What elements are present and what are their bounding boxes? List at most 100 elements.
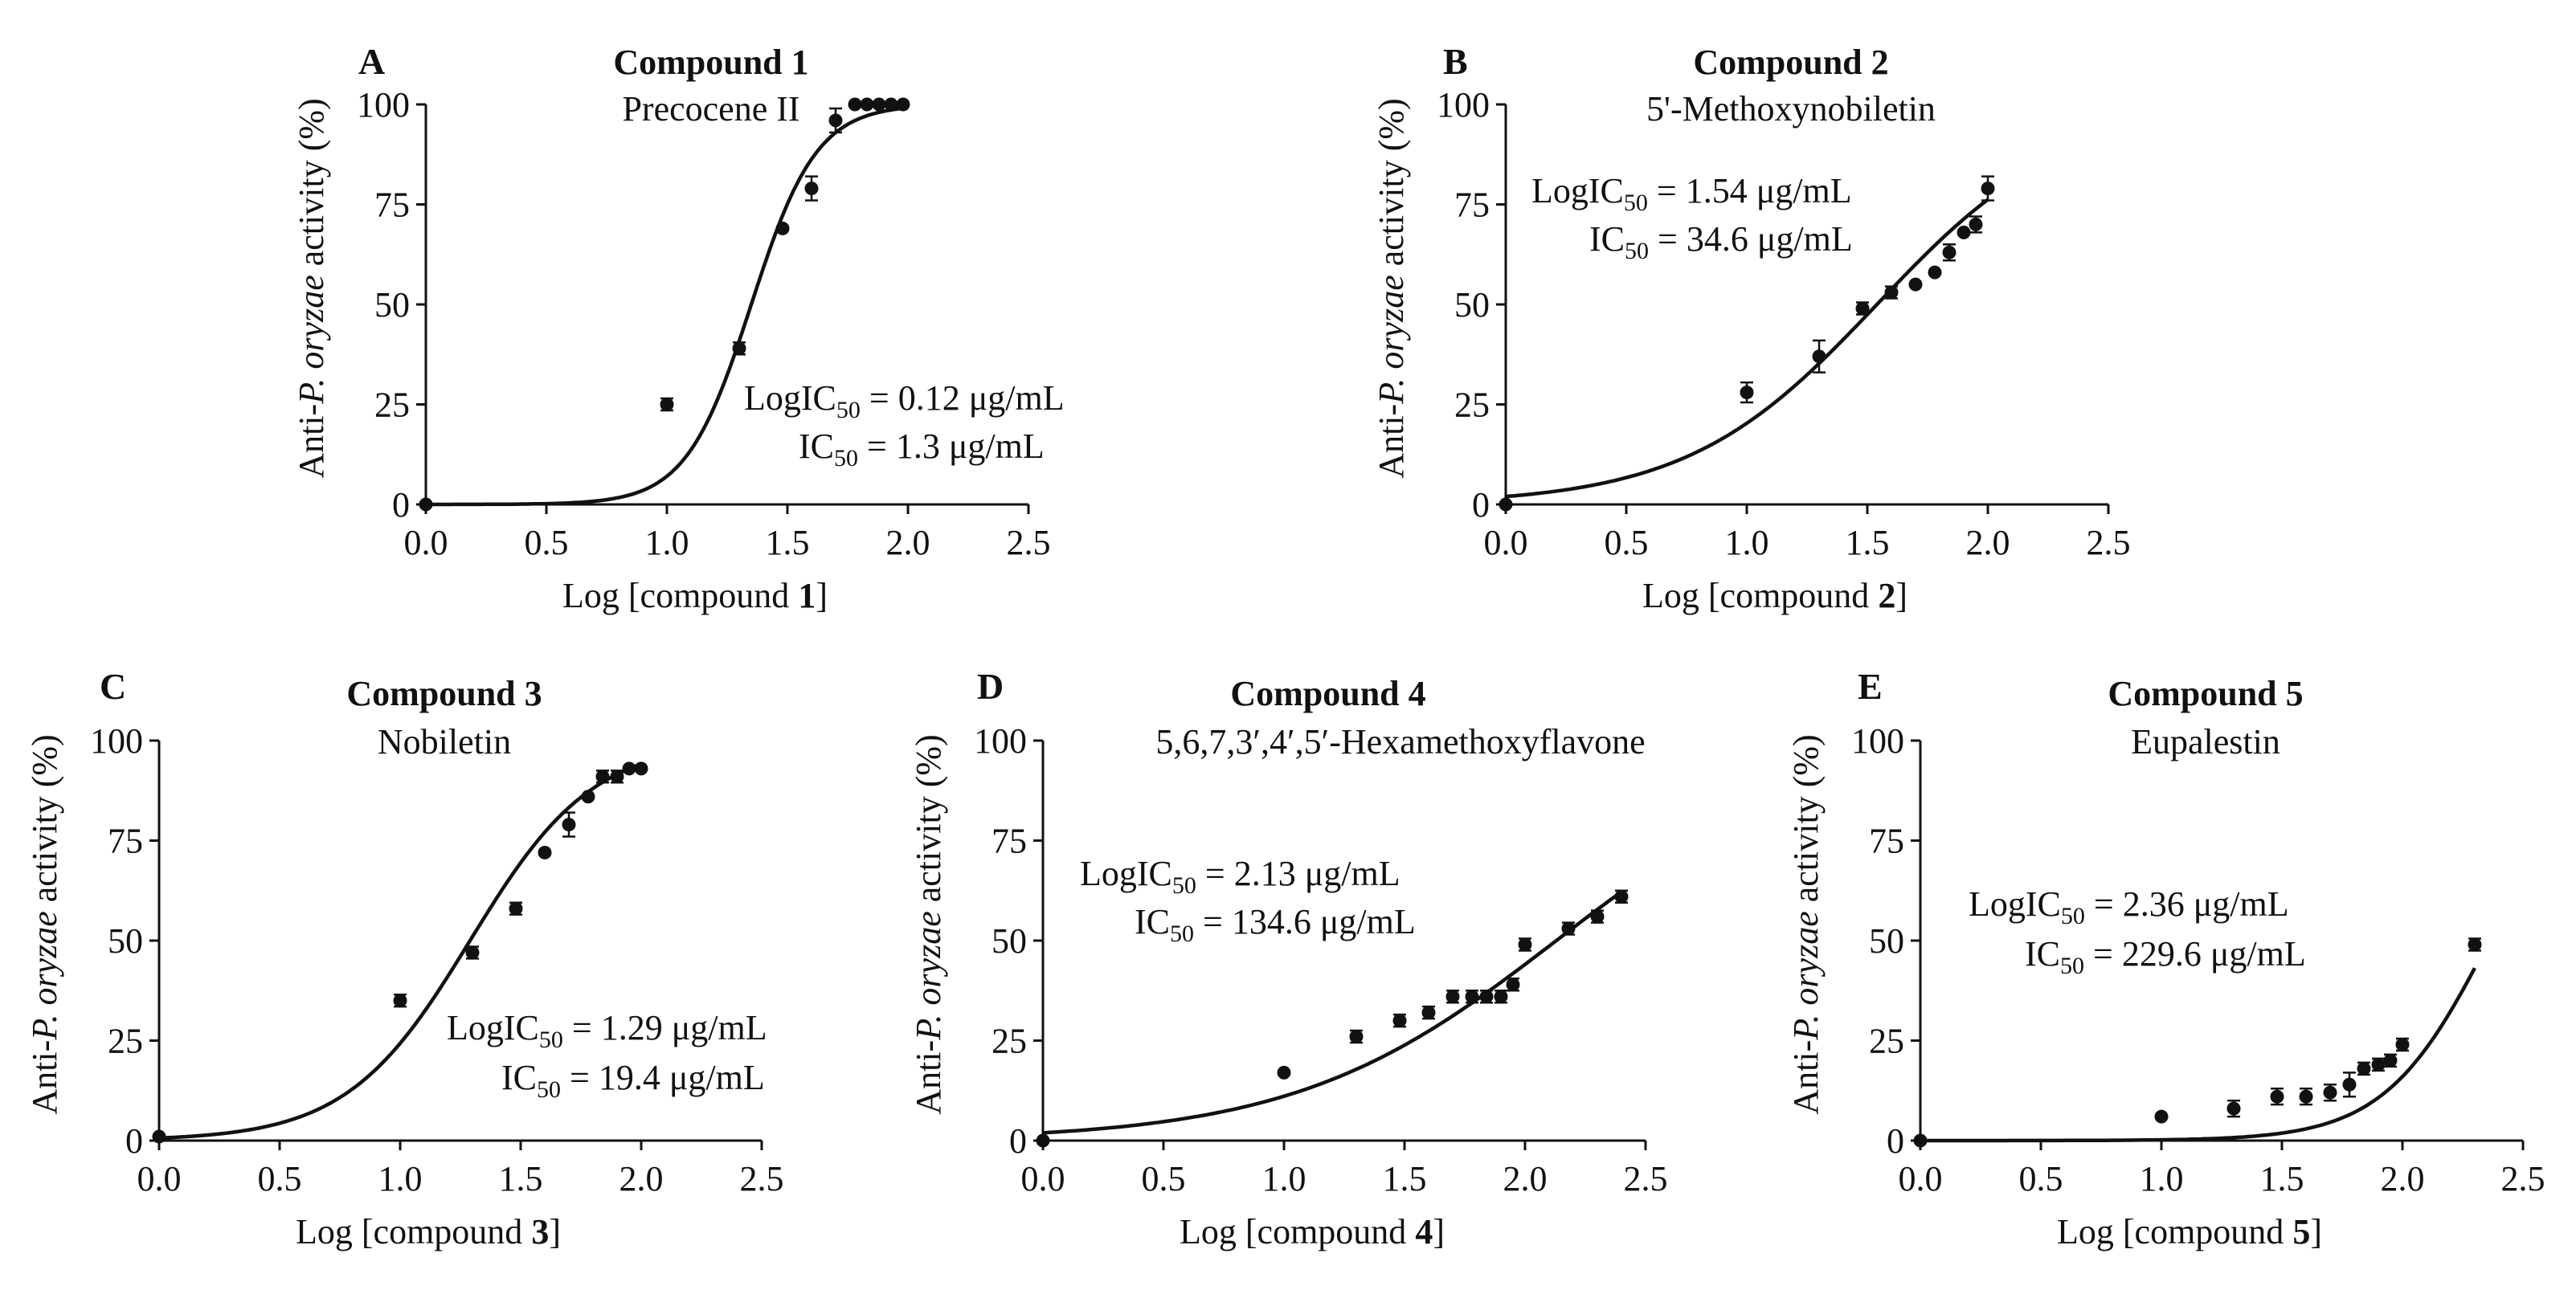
x-tick-label: 2.0: [886, 523, 930, 562]
data-point: [610, 770, 624, 784]
data-point: [848, 97, 862, 112]
y-tick-label: 75: [992, 822, 1027, 861]
x-tick-label: 2.0: [619, 1159, 664, 1198]
panel-e: E Compound 5 Eupalestin 0 25 50 75 100 0.0 0.5 1.0…: [1786, 666, 2545, 1251]
data-point: [1349, 1030, 1364, 1044]
y-tick-label: 0: [1887, 1121, 1904, 1161]
data-point: [828, 113, 843, 128]
panel-d: D Compound 4 5,6,7,3′,4′,5′-Hexamethoxyfla…: [909, 666, 1668, 1251]
data-point: [1957, 225, 1971, 239]
x-tick-label: 0.0: [1021, 1159, 1065, 1198]
chart-title-d: Compound 4: [1230, 674, 1425, 713]
x-tick-label: 0.0: [1899, 1159, 1943, 1198]
x-tick-label: 0.0: [137, 1159, 182, 1198]
fit-curve-a: [426, 105, 909, 507]
y-tick-label: 25: [108, 1022, 143, 1061]
chart-title-e: Compound 5: [2108, 674, 2303, 713]
y-tick-label: 0: [1472, 485, 1490, 525]
data-point: [595, 770, 610, 784]
logic50-annotation-b: LogIC50 = 1.54 μg/mL: [1531, 171, 1852, 216]
data-point: [1277, 1065, 1291, 1080]
data-point: [1928, 265, 1942, 280]
y-tick-label: 25: [992, 1022, 1027, 1061]
ic50-annotation-e: IC50 = 229.6 μg/mL: [2025, 934, 2306, 979]
x-axis-label-e: Log [compound 5]: [2057, 1212, 2322, 1251]
y-tick-label: 100: [1437, 85, 1490, 125]
y-tick-label: 50: [374, 285, 410, 325]
fit-curve-e: [1920, 967, 2476, 1143]
data-point: [896, 97, 910, 112]
data-point: [1913, 1133, 1928, 1148]
data-point: [1884, 285, 1899, 300]
data-point: [1590, 909, 1605, 924]
data-point: [152, 1129, 166, 1144]
data-point: [1499, 497, 1513, 512]
x-tick-label: 2.5: [1624, 1159, 1668, 1198]
panel-c: C Compound 3 Nobiletin 0 25 50 75 100 0.0 0.5 1.0 1…: [25, 666, 784, 1251]
panel-letter-a: A: [358, 41, 385, 82]
data-point: [1506, 978, 1520, 992]
data-point: [2226, 1101, 2241, 1116]
y-tick-label: 0: [392, 485, 410, 525]
data-point: [562, 818, 576, 832]
y-tick-label: 25: [1454, 386, 1490, 425]
x-tick-label: 2.5: [2087, 523, 2131, 562]
x-tick-label: 2.0: [1966, 523, 2010, 562]
fit-curve-c: [158, 761, 642, 1141]
x-axis-label-a: Log [compound 1]: [562, 576, 828, 615]
data-point: [622, 761, 636, 776]
x-tick-label: 2.0: [2381, 1159, 2425, 1198]
ic50-annotation-b: IC50 = 34.6 μg/mL: [1589, 219, 1853, 264]
y-tick-label: 100: [357, 85, 410, 125]
data-point: [2468, 937, 2482, 952]
data-point: [1614, 889, 1629, 904]
data-point: [732, 341, 746, 356]
x-tick-label: 1.5: [499, 1159, 543, 1198]
y-tick-label: 75: [374, 186, 410, 225]
data-point: [2342, 1077, 2357, 1092]
panel-b: B Compound 2 5'-Methoxynobiletin 0 25 50 75 100…: [1372, 41, 2131, 615]
y-tick-label: 0: [1009, 1121, 1027, 1161]
chart-subtitle-e: Eupalestin: [2131, 722, 2280, 761]
x-tick-label: 0.5: [525, 523, 569, 562]
ic50-annotation-a: IC50 = 1.3 μg/mL: [799, 427, 1045, 472]
data-point: [1942, 245, 1957, 259]
data-point: [872, 97, 886, 112]
data-point: [1479, 990, 1494, 1004]
y-axis-label-d: Anti-P. oryzae activity (%): [909, 734, 948, 1114]
data-point: [538, 845, 552, 859]
ic50-annotation-d: IC50 = 134.6 μg/mL: [1135, 902, 1416, 947]
y-tick-label: 100: [974, 721, 1027, 761]
y-tick-label: 75: [1454, 186, 1490, 225]
data-point: [1855, 301, 1870, 316]
data-point: [1518, 937, 1532, 952]
data-point: [1561, 921, 1576, 936]
x-tick-label: 1.0: [1262, 1159, 1306, 1198]
y-tick-label: 50: [108, 921, 143, 961]
y-tick-label: 50: [1454, 285, 1490, 325]
ic50-annotation-c: IC50 = 19.4 μg/mL: [501, 1058, 765, 1103]
x-tick-label: 1.0: [378, 1159, 423, 1198]
x-tick-label: 1.5: [1846, 523, 1890, 562]
y-tick-label: 75: [108, 822, 143, 861]
logic50-annotation-c: LogIC50 = 1.29 μg/mL: [447, 1008, 767, 1053]
y-tick-label: 75: [1869, 822, 1904, 861]
x-tick-label: 0.5: [1605, 523, 1649, 562]
y-axis-label-e: Anti-P. oryzae activity (%): [1786, 734, 1826, 1114]
data-point: [775, 221, 790, 235]
data-point: [884, 97, 898, 112]
y-tick-label: 25: [1869, 1022, 1904, 1061]
logic50-annotation-e: LogIC50 = 2.36 μg/mL: [1969, 884, 2289, 929]
x-tick-label: 0.0: [1484, 523, 1528, 562]
data-point: [1812, 349, 1826, 364]
x-tick-label: 1.0: [645, 523, 689, 562]
x-tick-label: 0.0: [404, 523, 448, 562]
chart-subtitle-c: Nobiletin: [378, 722, 511, 761]
x-tick-label: 1.0: [2140, 1159, 2184, 1198]
y-tick-label: 25: [374, 386, 410, 425]
data-point: [860, 97, 874, 112]
data-point: [634, 761, 648, 776]
data-point: [1740, 386, 1754, 400]
x-axis-label-d: Log [compound 4]: [1180, 1212, 1445, 1251]
